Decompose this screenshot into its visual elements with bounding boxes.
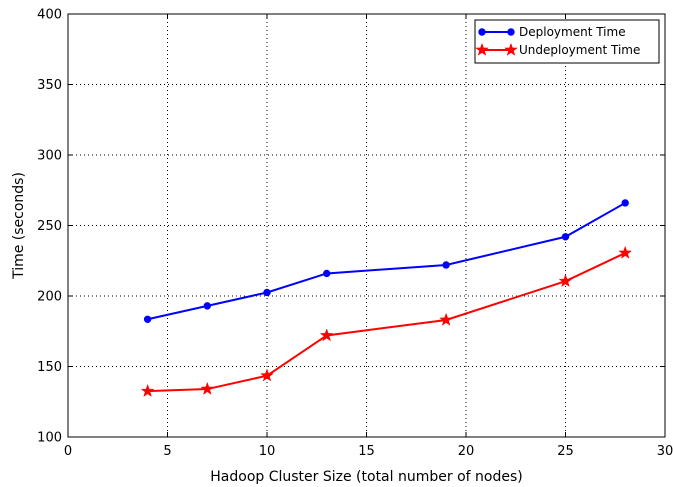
data-point <box>442 261 450 269</box>
y-tick-label: 400 <box>37 8 62 23</box>
data-point <box>323 269 331 278</box>
x-tick-label: 25 <box>557 444 574 459</box>
y-tick-label: 100 <box>37 431 62 446</box>
data-point <box>439 312 454 326</box>
x-tick-label: 15 <box>358 444 375 459</box>
x-tick-label: 30 <box>657 444 673 459</box>
axis-ticks: 0 5 10 15 20 25 30 100 150 200 250 300 350 400 <box>37 8 673 460</box>
y-axis-label: Time (seconds) <box>11 172 27 280</box>
legend: Deployment Time Undeployment Time <box>474 19 660 64</box>
x-tick-label: 20 <box>458 444 475 459</box>
plot-frame <box>67 13 666 438</box>
data-point <box>561 233 570 241</box>
series-line <box>147 252 626 393</box>
y-tick-label: 150 <box>37 360 62 375</box>
data-point <box>140 383 155 398</box>
data-point <box>203 302 212 310</box>
legend-box <box>474 19 660 64</box>
data-point <box>319 328 334 342</box>
y-tick-label: 350 <box>37 78 62 93</box>
x-tick-label: 0 <box>64 444 72 459</box>
series-1 <box>140 245 633 398</box>
grid-lines <box>68 14 665 437</box>
series-0 <box>143 199 629 323</box>
y-tick-label: 250 <box>37 219 62 234</box>
data-point <box>263 288 271 297</box>
legend-label: Undeployment Time <box>519 43 640 57</box>
data-series <box>140 199 633 398</box>
data-point <box>618 245 633 259</box>
data-point <box>260 368 274 382</box>
data-point <box>558 273 573 288</box>
data-point <box>200 381 215 395</box>
series-line <box>147 202 626 321</box>
y-tick-label: 300 <box>37 149 62 164</box>
legend-marker <box>507 28 515 36</box>
x-axis-label: Hadoop Cluster Size (total number of nod… <box>210 469 522 485</box>
y-tick-label: 200 <box>37 290 62 305</box>
legend-label: Deployment Time <box>519 25 626 39</box>
legend-marker <box>475 42 489 56</box>
legend-marker <box>504 42 518 56</box>
legend-marker <box>478 28 486 36</box>
x-tick-label: 10 <box>259 444 276 459</box>
data-point <box>143 315 152 323</box>
data-point <box>621 199 629 207</box>
x-tick-label: 5 <box>163 444 171 459</box>
